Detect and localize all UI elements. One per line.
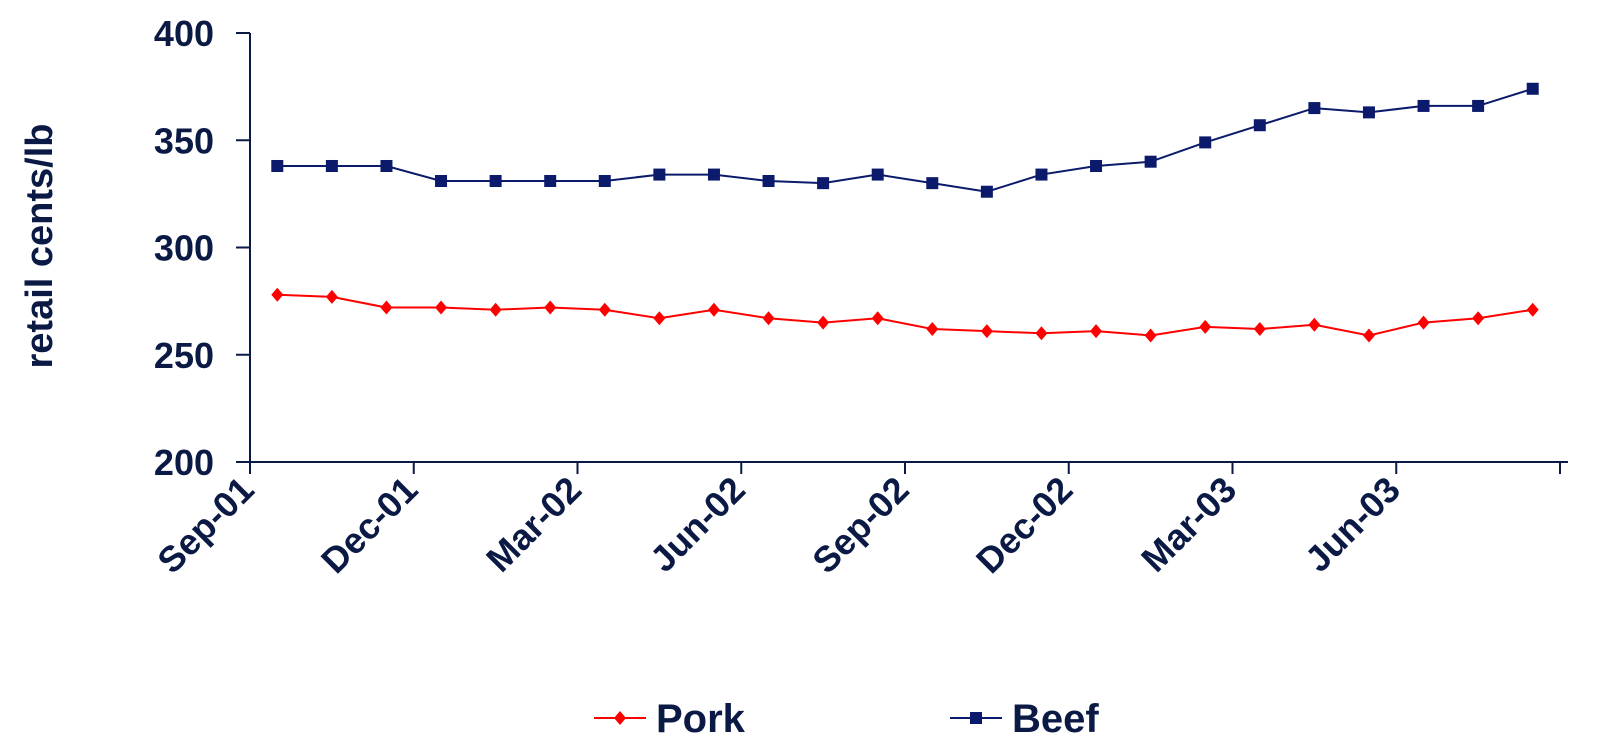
pork-point xyxy=(544,301,556,315)
x-tick-label: Jun-02 xyxy=(642,469,753,580)
y-axis-ticks: 200 250 300 350 400 xyxy=(154,13,250,483)
y-tick-label: 200 xyxy=(154,442,214,483)
pork-line xyxy=(277,295,1532,336)
beef-series xyxy=(271,83,1538,198)
legend-label: Beef xyxy=(1012,697,1099,741)
y-tick-label: 250 xyxy=(154,335,214,376)
beef-point xyxy=(872,169,884,181)
pork-point xyxy=(271,288,283,302)
beef-line xyxy=(277,89,1532,192)
x-tick-label: Mar-03 xyxy=(1133,469,1244,580)
y-axis-title: retail cents/lb xyxy=(19,124,61,369)
beef-point xyxy=(326,160,338,172)
beef-point xyxy=(1254,119,1266,131)
pork-point xyxy=(1527,303,1539,317)
pork-point xyxy=(599,303,611,317)
beef-point xyxy=(1527,83,1539,95)
beef-point xyxy=(653,169,665,181)
beef-point xyxy=(926,177,938,189)
x-axis-ticks: Sep-01 Dec-01 Mar-02 Jun-02 Sep-02 Dec-02 Mar-… xyxy=(149,462,1560,581)
beef-point xyxy=(708,169,720,181)
legend-swatch-marker xyxy=(614,711,626,725)
beef-point xyxy=(599,175,611,187)
x-tick-label: Jun-03 xyxy=(1297,469,1408,580)
beef-point xyxy=(763,175,775,187)
pork-point xyxy=(1308,318,1320,332)
pork-point xyxy=(1254,322,1266,336)
axes xyxy=(250,33,1568,462)
beef-point xyxy=(981,186,993,198)
pork-point xyxy=(981,324,993,338)
y-tick-label: 400 xyxy=(154,13,214,54)
x-tick-label: Dec-01 xyxy=(313,469,425,581)
x-tick-label: Sep-01 xyxy=(149,469,261,581)
x-tick-label: Mar-02 xyxy=(478,469,589,580)
beef-point xyxy=(435,175,447,187)
beef-point xyxy=(1363,106,1375,118)
pork-series xyxy=(271,288,1538,343)
beef-point xyxy=(271,160,283,172)
pork-point xyxy=(1472,311,1484,325)
beef-point xyxy=(1035,169,1047,181)
pork-point xyxy=(490,303,502,317)
pork-point xyxy=(435,301,447,315)
pork-point xyxy=(817,316,829,330)
pork-point xyxy=(708,303,720,317)
beef-point xyxy=(1145,156,1157,168)
y-tick-label: 300 xyxy=(154,228,214,269)
pork-point xyxy=(872,311,884,325)
x-tick-label: Dec-02 xyxy=(968,469,1080,581)
series-layer xyxy=(271,83,1538,343)
y-tick-label: 350 xyxy=(154,120,214,161)
legend-item-pork: Pork xyxy=(594,697,746,741)
x-tick-label: Sep-02 xyxy=(804,469,916,581)
beef-point xyxy=(544,175,556,187)
pork-point xyxy=(380,301,392,315)
pork-point xyxy=(653,311,665,325)
beef-point xyxy=(1472,100,1484,112)
pork-point xyxy=(1418,316,1430,330)
pork-point xyxy=(1199,320,1211,334)
beef-point xyxy=(817,177,829,189)
beef-point xyxy=(490,175,502,187)
legend-swatch-marker xyxy=(970,712,982,724)
legend: Pork Beef xyxy=(594,697,1099,741)
beef-point xyxy=(1199,136,1211,148)
beef-point xyxy=(1418,100,1430,112)
pork-point xyxy=(1090,324,1102,338)
pork-point xyxy=(1145,328,1157,342)
legend-item-beef: Beef xyxy=(950,697,1099,741)
legend-label: Pork xyxy=(656,697,746,741)
pork-point xyxy=(1035,326,1047,340)
beef-point xyxy=(1308,102,1320,114)
pork-point xyxy=(1363,328,1375,342)
pork-point xyxy=(763,311,775,325)
beef-point xyxy=(380,160,392,172)
pork-point xyxy=(326,290,338,304)
beef-point xyxy=(1090,160,1102,172)
pork-point xyxy=(926,322,938,336)
